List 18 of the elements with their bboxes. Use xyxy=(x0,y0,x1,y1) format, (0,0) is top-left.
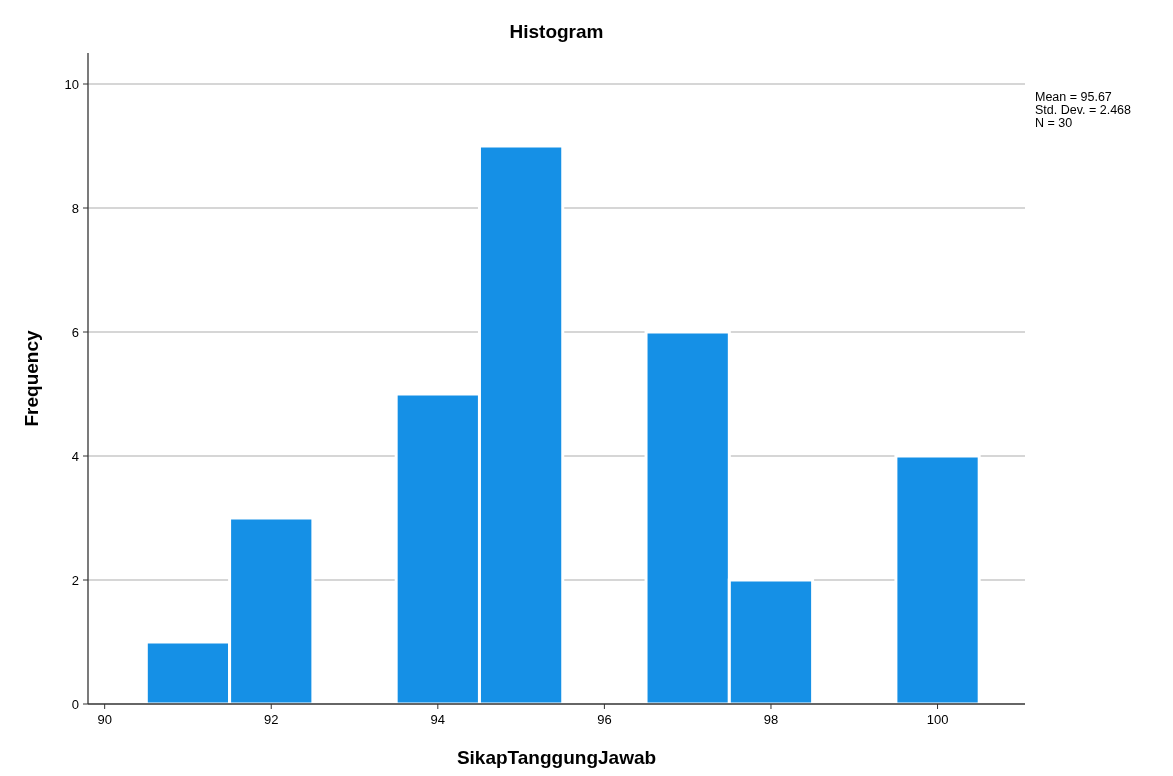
x-tick-label: 94 xyxy=(430,712,446,727)
text: Mean = 95.67 xyxy=(1035,90,1112,104)
x-tick-label: 90 xyxy=(97,712,112,727)
y-tick-label: 0 xyxy=(71,697,79,712)
x-tick-label: 98 xyxy=(763,712,779,727)
y-axis-title: Frequency xyxy=(21,330,42,427)
x-tick-label: 100 xyxy=(926,712,949,727)
y-tick-label: 6 xyxy=(71,325,79,340)
text: N = 30 xyxy=(1035,116,1073,130)
x-tick-label: 96 xyxy=(597,712,612,727)
y-tick-label: 2 xyxy=(71,573,79,588)
y-tick-label: 4 xyxy=(71,449,79,464)
y-tick-label: 10 xyxy=(64,77,79,92)
x-axis-title: SikapTanggungJawab xyxy=(456,747,657,768)
y-tick-label: 8 xyxy=(71,201,79,216)
x-tick-label: 92 xyxy=(264,712,279,727)
text: Std. Dev. = 2.468 xyxy=(1035,103,1132,117)
chart-title: Histogram xyxy=(509,21,604,42)
